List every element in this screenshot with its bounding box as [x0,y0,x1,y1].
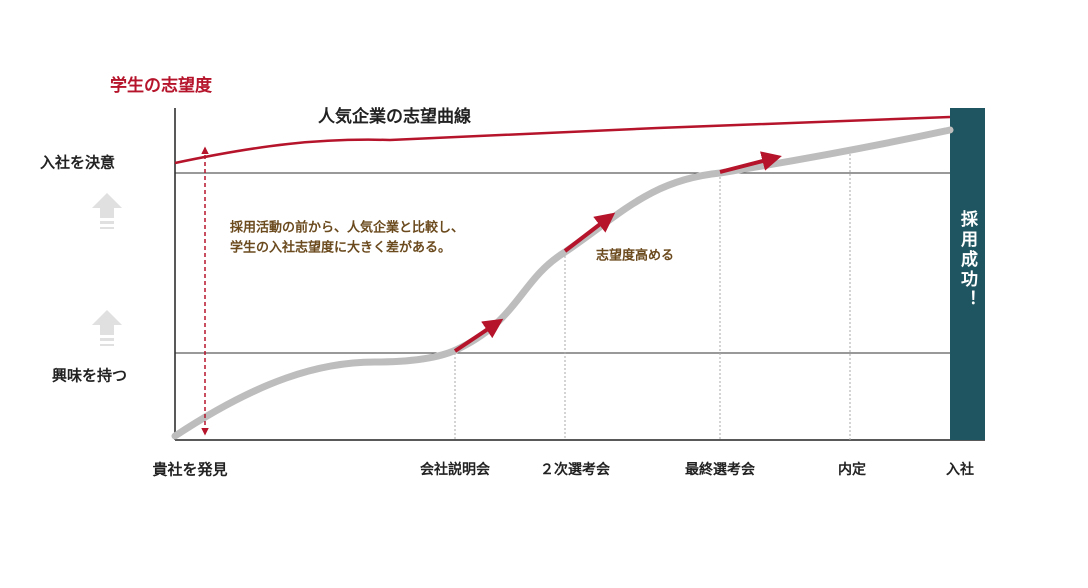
company-curve [171,126,954,440]
stage-label: ２次選考会 [540,461,611,478]
stage-label: 内定 [838,461,866,478]
level-label: 入社を決意 [40,154,115,172]
boost-label: 志望度高める [596,248,674,264]
annotation: 学生の入社志望度に大きく差がある。 [230,240,451,256]
y-axis-title: 学生の志望度 [110,75,213,96]
up-arrows [92,193,122,346]
success-bar [950,108,985,440]
stage-lines [454,150,851,440]
popular-curve [174,115,951,165]
stage-label: 会社説明会 [420,461,491,478]
level-label: 興味を持つ [52,367,127,385]
stage-label: 入社 [946,461,974,478]
curve-label: 人気企業の志望曲線 [318,106,471,127]
stage-label: 貴社を発見 [152,461,227,479]
success-label: 採用成功！ [957,209,978,310]
stage-label: 最終選考会 [685,461,756,478]
annotation: 採用活動の前から、人気企業と比較し、 [230,220,464,236]
boost-arrows [453,151,782,353]
